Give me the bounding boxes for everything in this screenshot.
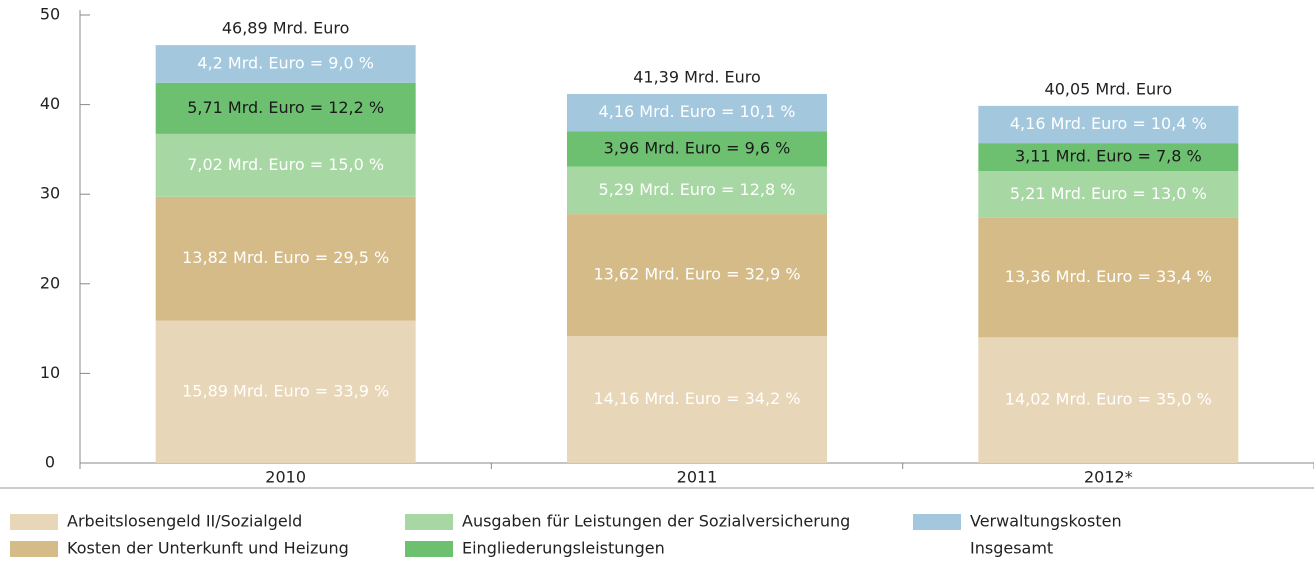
segment-label: 3,96 Mrd. Euro = 9,6 % xyxy=(604,138,791,157)
y-tick-label: 20 xyxy=(40,273,60,292)
segment-label: 5,21 Mrd. Euro = 13,0 % xyxy=(1010,184,1207,203)
x-tick-label: 2011 xyxy=(677,468,718,487)
y-tick-label: 10 xyxy=(40,363,60,382)
bar-segment xyxy=(567,166,827,215)
segment-label: 14,02 Mrd. Euro = 35,0 % xyxy=(1005,390,1212,409)
legend-swatch xyxy=(405,541,453,557)
bar-segment xyxy=(567,336,827,463)
total-label: 41,39 Mrd. Euro xyxy=(633,68,761,87)
bar-segment xyxy=(155,133,416,197)
y-tick-label: 0 xyxy=(45,453,55,472)
legend-swatch xyxy=(913,514,961,530)
segment-label: 13,36 Mrd. Euro = 33,4 % xyxy=(1005,267,1212,286)
segment-label: 4,16 Mrd. Euro = 10,1 % xyxy=(599,102,796,121)
bar-segment xyxy=(978,337,1239,463)
bar-segment xyxy=(567,214,827,337)
y-tick-label: 40 xyxy=(40,94,60,113)
y-tick-label: 30 xyxy=(40,184,60,203)
segment-label: 5,71 Mrd. Euro = 12,2 % xyxy=(187,98,384,117)
bar-segment xyxy=(155,45,416,83)
bar-segment xyxy=(978,105,1239,144)
total-label: 40,05 Mrd. Euro xyxy=(1045,80,1173,99)
bar-segment xyxy=(978,217,1239,338)
legend-label: Kosten der Unterkunft und Heizung xyxy=(67,539,349,558)
x-tick-label: 2010 xyxy=(265,468,306,487)
segment-label: 14,16 Mrd. Euro = 34,2 % xyxy=(593,389,800,408)
legend-label: Insgesamt xyxy=(970,539,1053,558)
bar-segment xyxy=(978,170,1239,218)
segment-label: 13,62 Mrd. Euro = 32,9 % xyxy=(593,265,800,284)
segment-label: 15,89 Mrd. Euro = 33,9 % xyxy=(182,381,389,400)
y-tick-label: 50 xyxy=(40,5,60,24)
bar-segment xyxy=(978,143,1239,171)
segment-label: 7,02 Mrd. Euro = 15,0 % xyxy=(187,155,384,174)
segment-label: 4,16 Mrd. Euro = 10,4 % xyxy=(1010,114,1207,133)
x-tick-label: 2012* xyxy=(1084,468,1133,487)
legend-label: Arbeitslosengeld II/Sozialgeld xyxy=(67,512,302,531)
bar-segment xyxy=(155,82,416,134)
bar-segment xyxy=(155,196,416,321)
segment-label: 5,29 Mrd. Euro = 12,8 % xyxy=(599,180,796,199)
bar-segment xyxy=(567,93,827,132)
legend-swatch xyxy=(10,541,58,557)
bar-segment xyxy=(155,320,416,463)
segment-label: 3,11 Mrd. Euro = 7,8 % xyxy=(1015,147,1202,166)
legend-label: Verwaltungskosten xyxy=(970,512,1122,531)
segment-label: 4,2 Mrd. Euro = 9,0 % xyxy=(197,53,374,72)
bar-segment xyxy=(567,131,827,167)
legend-label: Ausgaben für Leistungen der Sozialversic… xyxy=(462,512,850,531)
legend-swatch xyxy=(405,514,453,530)
total-label: 46,89 Mrd. Euro xyxy=(222,18,350,37)
segment-label: 13,82 Mrd. Euro = 29,5 % xyxy=(182,248,389,267)
legend-label: Eingliederungsleistungen xyxy=(462,539,665,558)
legend-swatch xyxy=(10,514,58,530)
